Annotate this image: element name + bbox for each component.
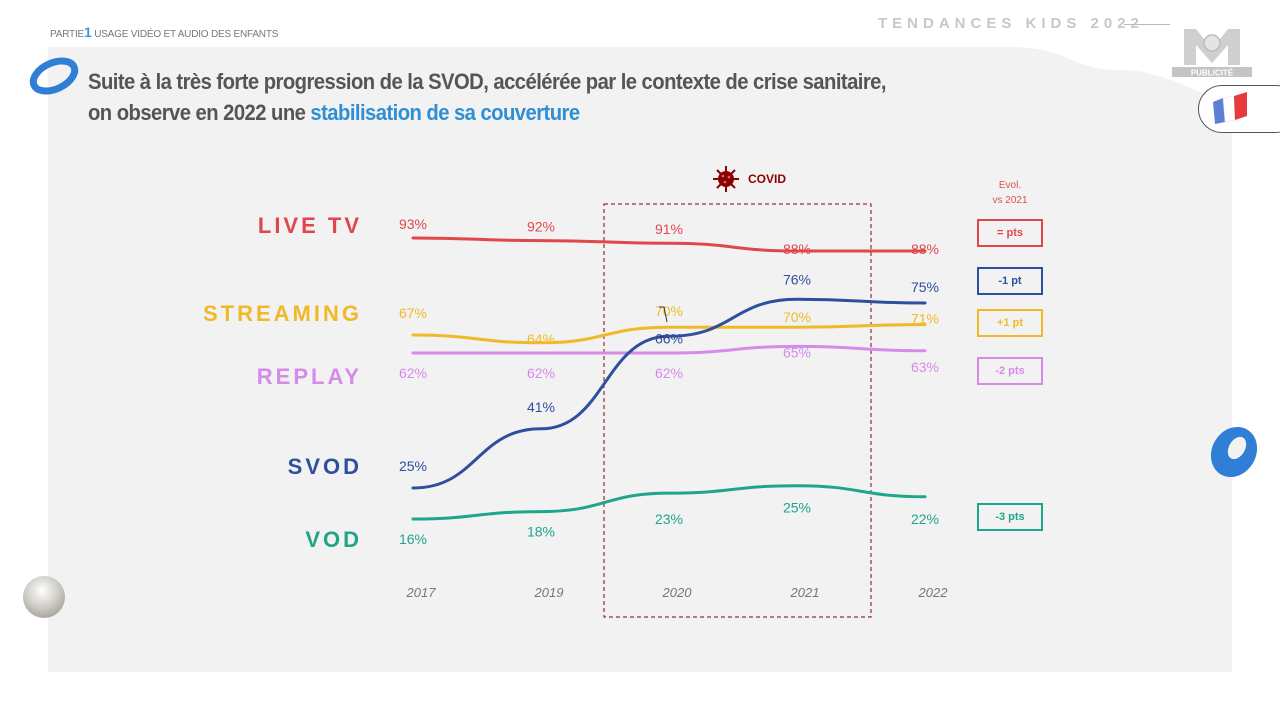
section-header: PARTIE1 USAGE VIDÉO ET AUDIO DES ENFANTS [50,24,278,40]
data-label-live_tv: 92% [527,219,555,235]
data-label-vod: 18% [527,524,555,540]
x-tick-label: 2021 [790,585,820,600]
series-label-live_tv: LIVE TV [257,213,362,238]
series-line-streaming [411,323,927,345]
data-label-live_tv: 93% [399,216,427,232]
data-label-streaming: 71% [911,311,939,327]
evol-badge-replay: -2 pts [977,357,1043,385]
data-label-replay: 62% [655,365,683,381]
data-label-replay: 63% [911,359,939,375]
evol-badge-live_tv: = pts [977,219,1043,247]
data-label-svod: 66% [655,330,683,346]
data-label-vod: 16% [399,531,427,547]
evol-badge-svod: -1 pt [977,267,1043,295]
data-label-vod: 22% [911,511,939,527]
part-number: 1 [84,24,92,40]
covid-marker: COVID [712,165,786,193]
part-title: USAGE VIDÉO ET AUDIO DES ENFANTS [94,29,279,40]
m6-publicite-logo: PUBLICITÉ [1172,29,1252,78]
data-label-replay: 62% [527,365,555,381]
x-tick-label: 2017 [406,585,437,600]
leader-line-streaming-2020 [659,306,668,323]
france-flag-icon [1213,92,1247,124]
brand-title: TENDANCES KIDS 2022 [878,15,1144,32]
evol-badge-vod: -3 pts [977,503,1043,531]
series-line-vod [411,484,927,521]
title-line-2: on observe en 2022 une stabilisation de … [88,97,1008,128]
series-label-vod: VOD [305,527,362,552]
x-tick-label: 2022 [918,585,949,600]
data-label-vod: 23% [655,511,683,527]
data-label-streaming: 70% [655,303,683,319]
data-label-svod: 75% [911,279,939,295]
blue-ring-decoration [29,57,79,95]
logo-text: PUBLICITÉ [1191,69,1234,78]
x-tick-label: 2020 [662,585,693,600]
data-label-streaming: 64% [527,331,555,347]
data-label-svod: 41% [527,399,555,415]
france-badge [1198,85,1280,133]
series-label-svod: SVOD [287,454,362,479]
series-label-replay: REPLAY [256,364,362,389]
data-label-vod: 25% [783,500,811,516]
covid-label: COVID [748,172,787,186]
data-label-svod: 25% [399,458,427,474]
pearl-decoration [23,576,65,618]
blue-ring-decoration-right [1210,426,1258,478]
title-line-1: Suite à la très forte progression de la … [88,69,887,94]
evol-header: Evol. vs 2021 [980,178,1040,208]
page-title: Suite à la très forte progression de la … [88,66,1008,128]
series-line-replay [411,344,927,355]
data-label-live_tv: 88% [783,241,811,257]
data-label-svod: 76% [783,271,811,287]
data-label-replay: 62% [399,365,427,381]
data-label-replay: 65% [783,344,811,360]
data-label-streaming: 67% [399,305,427,321]
series-label-streaming: STREAMING [203,301,362,326]
data-label-live_tv: 88% [911,241,939,257]
covid-period-box [603,203,872,618]
title-highlight: stabilisation de sa couverture [310,100,580,125]
brand-divider [1124,24,1170,25]
evol-header-line-1: Evol. [998,180,1022,191]
data-label-live_tv: 91% [655,221,683,237]
evol-header-line-2: vs 2021 [992,195,1028,206]
title-line-2-prefix: on observe en 2022 une [88,100,311,125]
series-line-svod [411,297,927,490]
content-panel [48,47,1232,672]
series-line-live_tv [411,236,927,253]
part-prefix: PARTIE [50,29,84,40]
data-label-streaming: 70% [783,309,811,325]
x-tick-label: 2019 [534,585,564,600]
evol-badge-streaming: +1 pt [977,309,1043,337]
virus-icon [713,166,739,192]
